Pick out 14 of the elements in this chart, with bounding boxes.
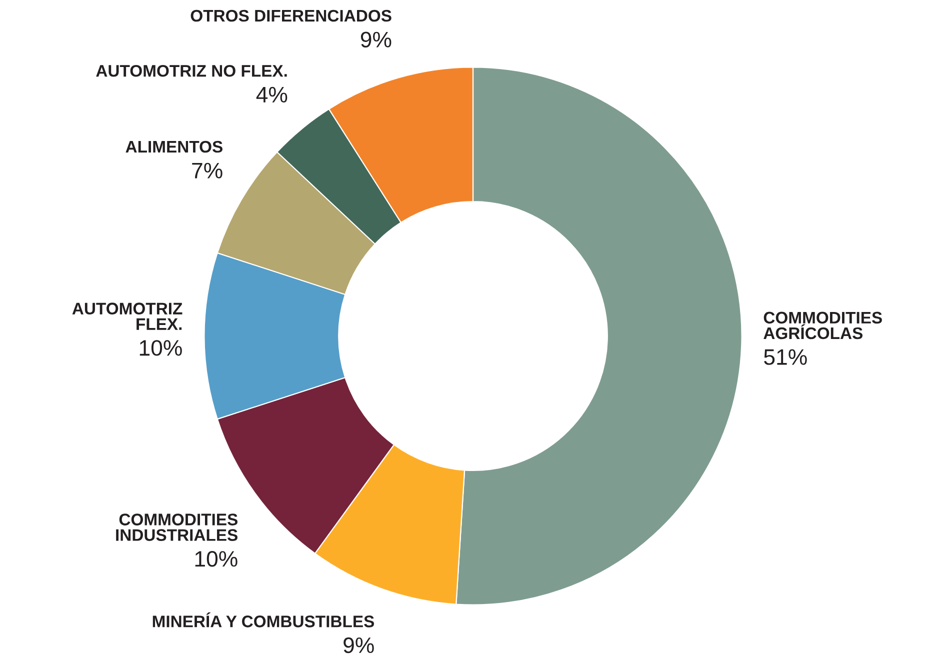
data-label: 7% bbox=[192, 162, 222, 178]
data-label: 9% bbox=[344, 637, 374, 654]
data-label: 10% bbox=[140, 340, 182, 356]
slice-label: AUTOMOTRIZ FLEX. bbox=[72, 302, 182, 330]
slice-label: OTROS DIFERENCIADOS bbox=[190, 10, 392, 22]
slice-label: ALIMENTOS bbox=[126, 140, 222, 153]
slice-label: MINERÍA Y COMBUSTIBLES bbox=[152, 612, 374, 628]
data-label: 10% bbox=[195, 551, 238, 567]
slice-label: AUTOMOTRIZ NO FLEX. bbox=[96, 64, 287, 77]
slice-label: COMMODITIES AGRÍCOLAS bbox=[764, 312, 882, 340]
data-label: 51% bbox=[764, 349, 807, 365]
slice-label: COMMODITIES INDUSTRIALES bbox=[116, 514, 238, 541]
data-label: 4% bbox=[256, 86, 288, 102]
data-label: 9% bbox=[360, 32, 392, 48]
